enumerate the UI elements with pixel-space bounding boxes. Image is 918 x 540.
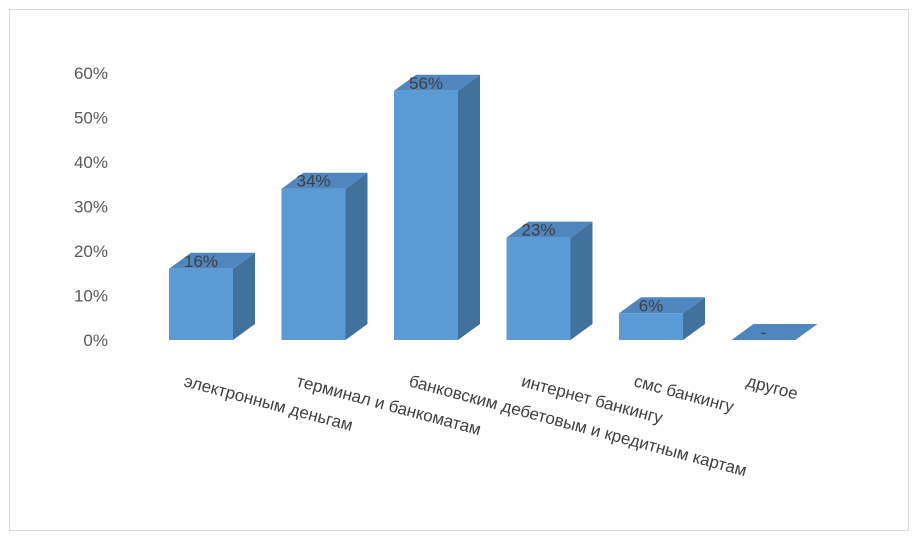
y-tick-label: 10% bbox=[74, 287, 108, 306]
bar-front bbox=[619, 313, 683, 340]
bar bbox=[281, 172, 368, 340]
bar-top bbox=[394, 74, 480, 91]
bar-front bbox=[281, 188, 346, 340]
bar-front bbox=[394, 90, 458, 340]
category-label: другое bbox=[744, 372, 800, 404]
bar bbox=[169, 252, 255, 340]
bar-top bbox=[169, 252, 255, 269]
bar bbox=[506, 221, 593, 340]
bar-side bbox=[345, 172, 368, 340]
data-label: 23% bbox=[521, 221, 555, 240]
y-tick-label: 60% bbox=[74, 64, 108, 83]
bar bbox=[394, 74, 480, 341]
category-label: терминал и банкоматам bbox=[294, 372, 483, 440]
y-tick-label: 20% bbox=[74, 242, 108, 261]
data-label: 56% bbox=[409, 74, 443, 93]
bar-top bbox=[731, 324, 818, 340]
bar-side bbox=[570, 221, 593, 340]
bar-top bbox=[619, 297, 705, 314]
y-tick-label: 50% bbox=[74, 109, 108, 128]
bar-side bbox=[683, 297, 705, 340]
bar bbox=[731, 324, 818, 340]
data-label: 6% bbox=[639, 296, 664, 315]
bar-front bbox=[506, 237, 571, 340]
bar-top bbox=[281, 172, 368, 189]
bar bbox=[619, 297, 705, 340]
y-tick-label: 30% bbox=[74, 198, 108, 217]
data-label: 34% bbox=[296, 172, 330, 191]
y-tick-label: 40% bbox=[74, 153, 108, 172]
bar-side bbox=[458, 74, 480, 341]
data-label: 16% bbox=[184, 252, 218, 271]
bar-top bbox=[506, 221, 593, 238]
y-axis: 0% 10% 20% 30% 40% 50% 60% bbox=[74, 64, 108, 350]
bar-side bbox=[233, 252, 255, 340]
bar-front bbox=[169, 268, 233, 340]
bars bbox=[169, 74, 818, 341]
data-labels: 16% 34% 56% 23% 6% - bbox=[184, 74, 766, 342]
y-tick-label: 0% bbox=[83, 331, 108, 350]
data-label: - bbox=[761, 323, 767, 342]
